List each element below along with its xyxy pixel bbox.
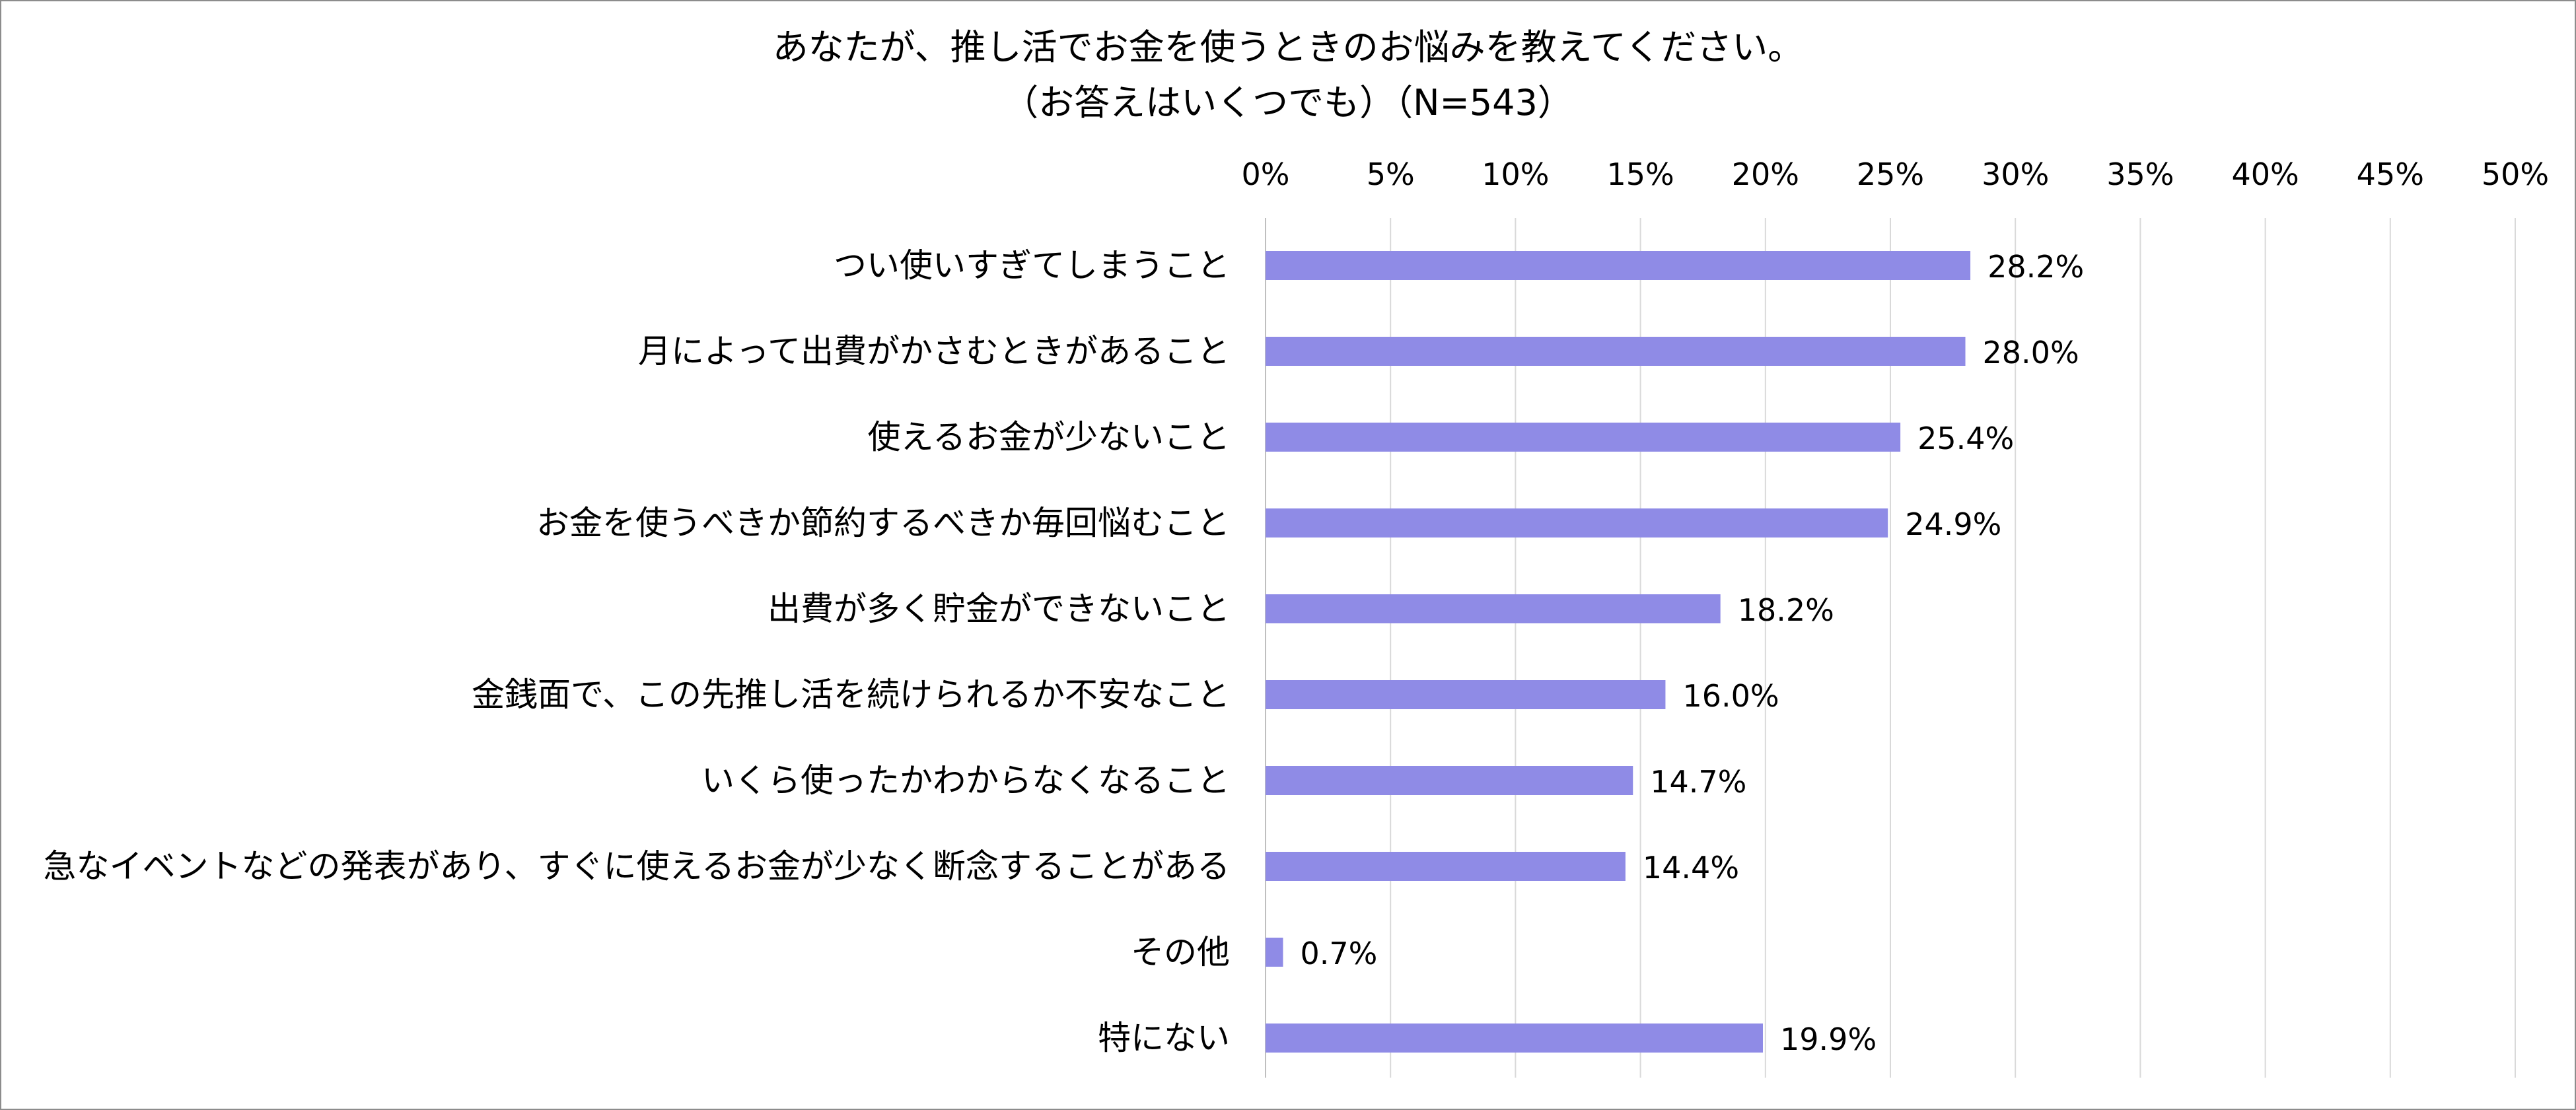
bar [1266,938,1283,967]
bar [1266,423,1901,452]
category-labels: つい使いすぎてしまうこと月によって出費がかさむときがあること使えるお金が少ないこ… [44,246,1231,1057]
data-label: 14.4% [1643,850,1739,885]
data-label: 28.0% [1983,335,2079,370]
bar [1266,680,1666,709]
category-label: その他 [1131,933,1230,971]
x-tick-label: 15% [1606,156,1674,192]
bar [1266,337,1966,366]
x-tick-label: 25% [1857,156,1924,192]
category-label: いくら使ったかわからなくなること [701,761,1230,800]
category-label: お金を使うべきか節約するべきか毎回悩むこと [536,504,1230,542]
category-label: 月によって出費がかさむときがあること [638,332,1230,370]
x-tick-label: 50% [2482,156,2549,192]
data-label: 24.9% [1905,506,2001,542]
x-tick-label: 45% [2357,156,2424,192]
value-labels: 28.2% 28.0% 25.4% 24.9% 18.2% 16.0% 14.7% 14.4%… [1300,249,2084,1057]
chart-title-block: あなたが、推し活でお金を使うときのお悩みを教えてください。 （お答えはいくつでも… [0,20,2576,131]
data-label: 28.2% [1987,249,2084,285]
bar [1266,766,1633,795]
bar [1266,594,1721,623]
x-tick-label: 10% [1482,156,1549,192]
bar [1266,1023,1764,1053]
bar [1266,251,1971,280]
category-label: 特にない [1098,1019,1230,1057]
x-tick-label: 5% [1367,156,1415,192]
bar [1266,852,1626,881]
chart-title: あなたが、推し活でお金を使うときのお悩みを教えてください。 [772,26,1804,68]
category-label: つい使いすぎてしまうこと [834,246,1230,285]
category-label: 急なイベントなどの発表があり、すぐに使えるお金が少なく断念することがある [44,847,1231,885]
data-label: 19.9% [1780,1022,1877,1057]
data-label: 25.4% [1917,421,2014,456]
data-label: 0.7% [1300,936,1377,971]
data-label: 14.7% [1650,764,1746,800]
x-axis-ticks: 0% 5% 10% 15% 20% 25% 30% 35% 40% 45% 50% [1242,156,2550,192]
x-tick-label: 35% [2106,156,2174,192]
category-label: 使えるお金が少ないこと [868,418,1231,456]
x-tick-label: 0% [1242,156,1290,192]
category-label: 出費が多く貯金ができないこと [768,590,1230,628]
data-label: 18.2% [1738,592,1834,628]
category-label: 金銭面で、この先推し活を続けられるか不安なこと [472,676,1230,714]
bars [1266,251,1971,1053]
chart-subtitle: （お答えはいくつでも）（N=543） [1003,82,1573,123]
x-tick-label: 40% [2231,156,2299,192]
x-tick-label: 30% [1982,156,2049,192]
data-label: 16.0% [1682,678,1779,714]
x-tick-label: 20% [1732,156,1799,192]
bar [1266,508,1888,538]
